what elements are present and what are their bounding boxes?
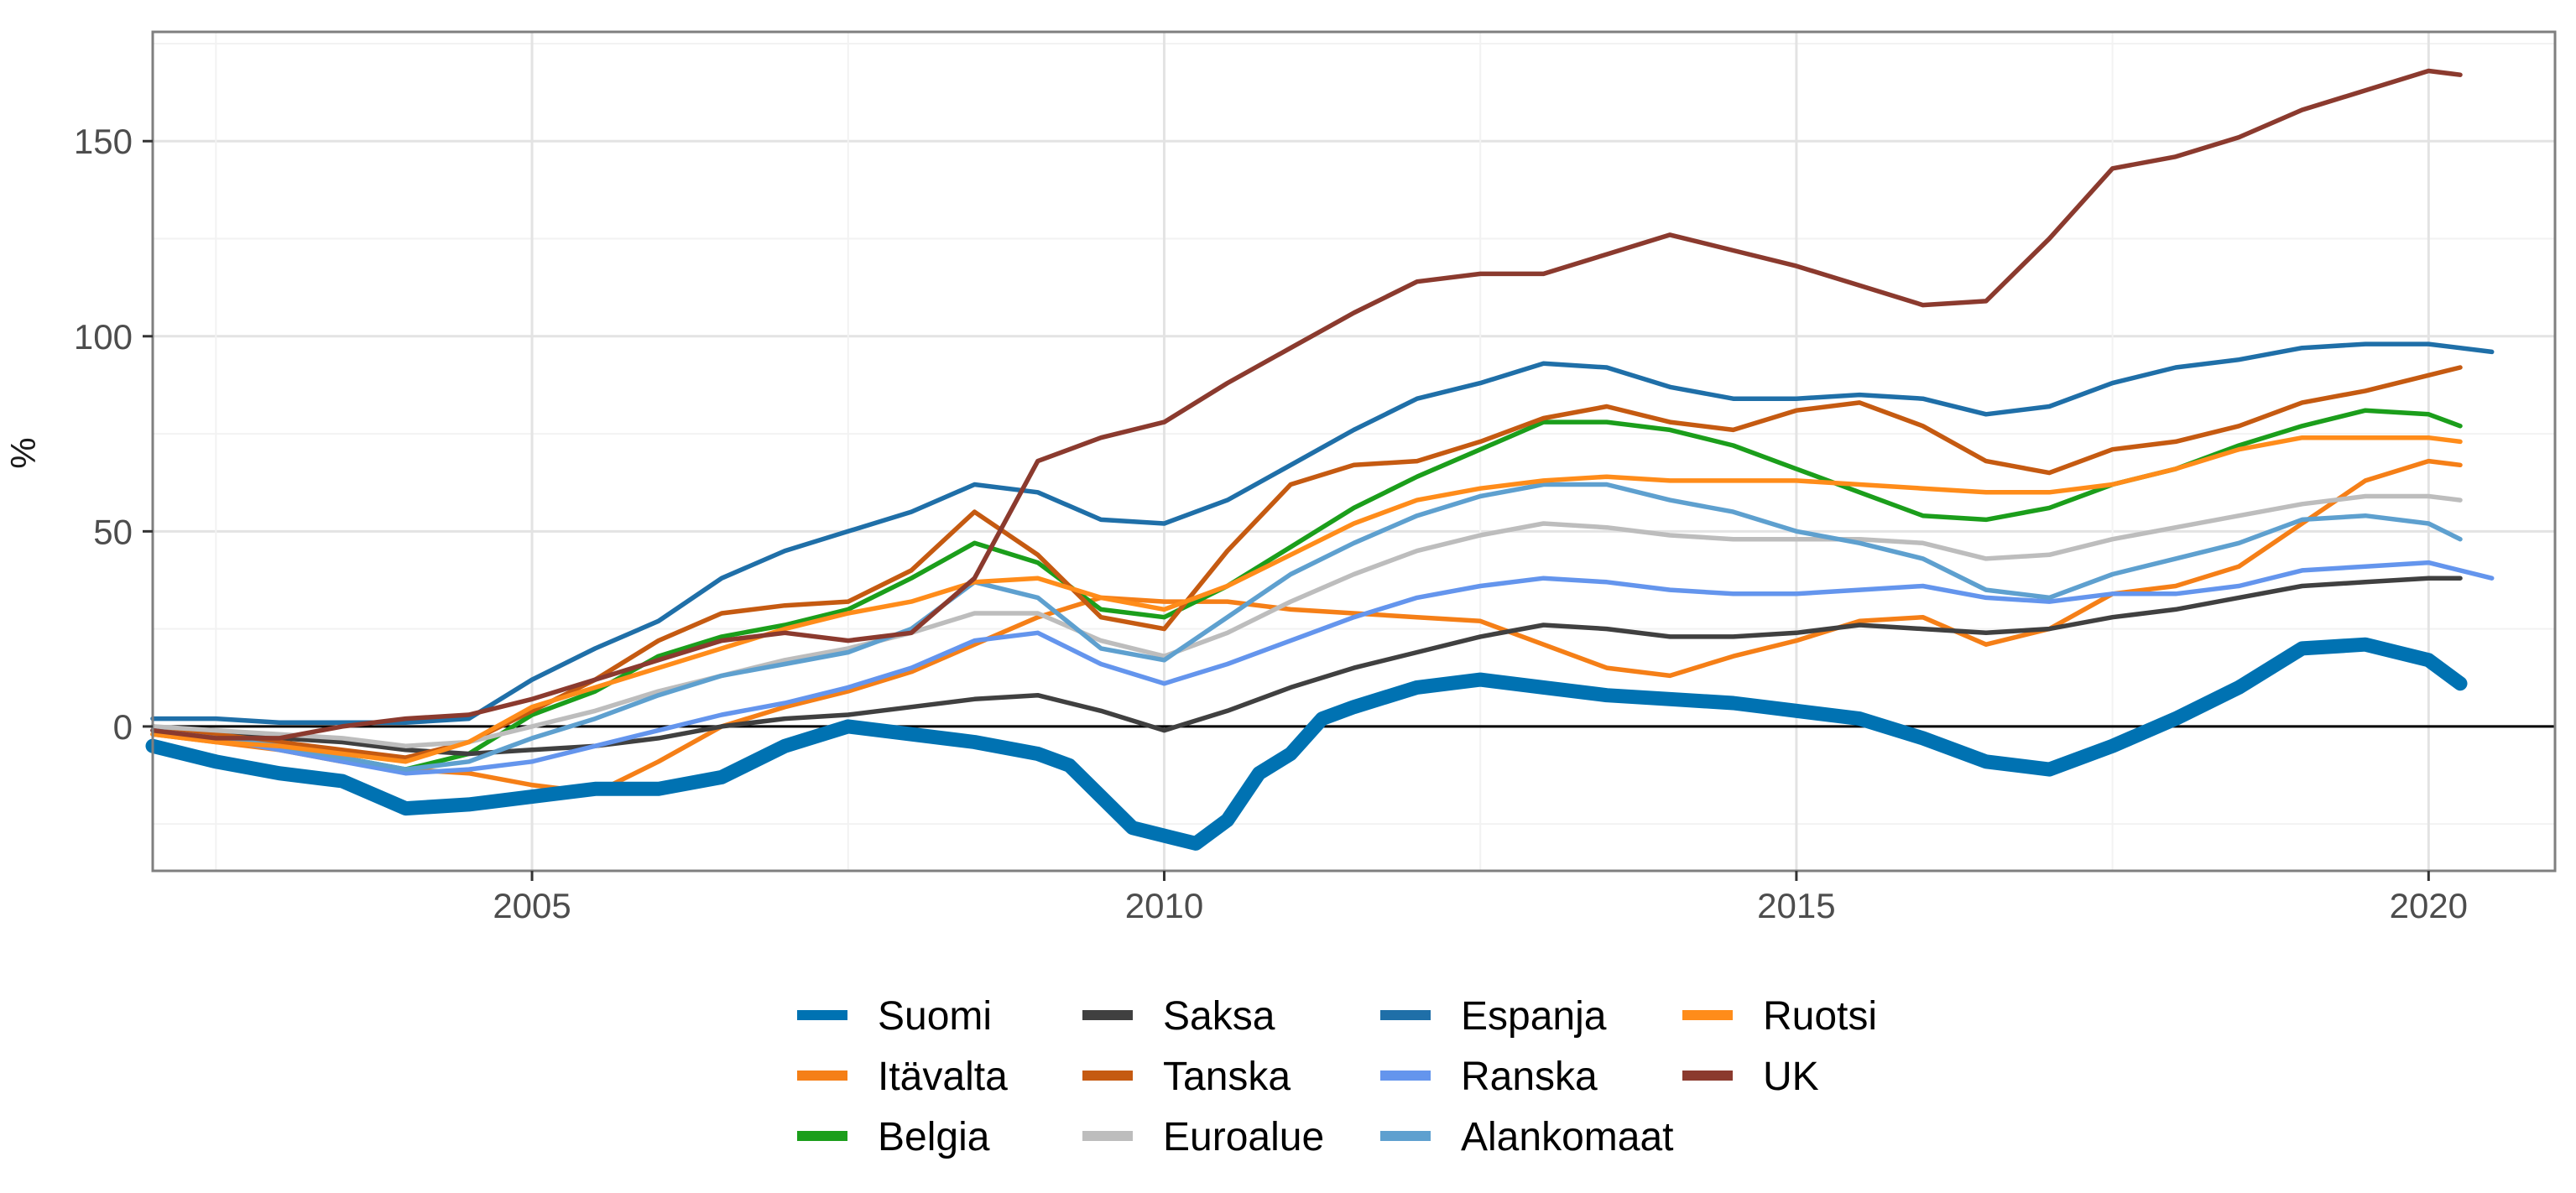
- x-axis: 2005 2010 2015 2020: [493, 871, 2468, 925]
- legend-label-tanska: Tanska: [1163, 1055, 1291, 1099]
- y-axis-title: %: [3, 437, 43, 468]
- legend-label-ruotsi: Ruotsi: [1763, 994, 1877, 1039]
- series-line-ranska: [150, 560, 2495, 776]
- x-tick-label: 2005: [493, 886, 571, 925]
- legend-label-suomi: Suomi: [878, 994, 992, 1039]
- legend: Suomi Itävalta Belgia Saksa Tanska Euroalue Es…: [797, 994, 1877, 1159]
- series-line-saksa: [150, 576, 2463, 757]
- series-line-it-valta: [150, 458, 2463, 795]
- series-line-espanja: [150, 341, 2495, 726]
- series-line-uk: [150, 68, 2463, 741]
- series-lines: [145, 68, 2495, 851]
- legend-label-ranska: Ranska: [1461, 1055, 1598, 1099]
- series-line-alankomaat: [150, 482, 2463, 772]
- legend-label-it-valta: Itävalta: [878, 1055, 1008, 1099]
- x-tick-label: 2020: [2390, 886, 2468, 925]
- series-line-suomi: [145, 637, 2468, 851]
- series-line-belgia: [150, 408, 2463, 772]
- legend-label-alankomaat: Alankomaat: [1461, 1115, 1673, 1159]
- x-tick-label: 2015: [1757, 886, 1835, 925]
- x-tick-label: 2010: [1125, 886, 1203, 925]
- series-line-euroalue: [150, 493, 2463, 748]
- y-tick-label: 0: [113, 707, 133, 747]
- legend-label-uk: UK: [1763, 1055, 1819, 1099]
- y-tick-label: 100: [74, 317, 133, 357]
- legend-label-espanja: Espanja: [1461, 994, 1607, 1039]
- series-line-ruotsi: [150, 435, 2463, 764]
- legend-label-euroalue: Euroalue: [1163, 1115, 1324, 1159]
- legend-label-belgia: Belgia: [878, 1115, 990, 1159]
- plot-border: [151, 30, 2557, 873]
- y-tick-label: 150: [74, 122, 133, 161]
- legend-label-saksa: Saksa: [1163, 994, 1275, 1039]
- y-tick-label: 50: [93, 512, 133, 551]
- y-axis: 0 50 100 150: [74, 122, 153, 747]
